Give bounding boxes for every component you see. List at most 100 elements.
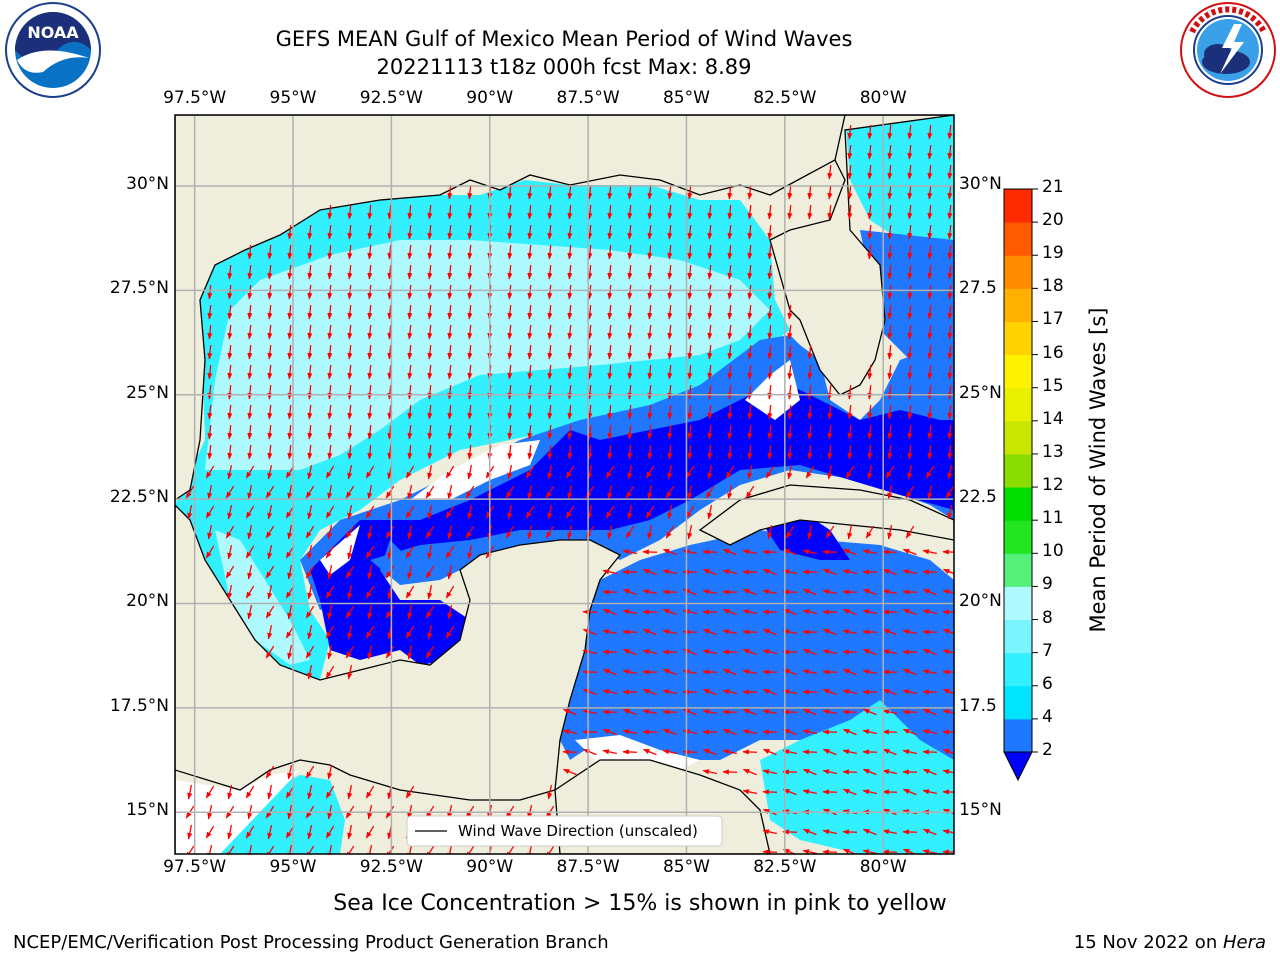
wave-direction-arrow xyxy=(207,525,213,540)
wave-direction-arrow xyxy=(862,669,877,675)
wave-direction-arrow xyxy=(887,184,893,200)
wave-direction-arrow xyxy=(267,505,273,520)
wave-direction-arrow xyxy=(507,244,513,260)
wave-direction-arrow xyxy=(405,465,415,479)
wave-direction-arrow xyxy=(427,404,433,420)
lon-tick-label: 95°W xyxy=(269,857,317,877)
wave-direction-arrow xyxy=(587,284,593,300)
wave-direction-arrow xyxy=(527,304,533,320)
wave-direction-arrow xyxy=(425,645,435,659)
wave-direction-arrow xyxy=(882,628,897,636)
wave-direction-arrow xyxy=(325,545,335,559)
colorbar-tick-label: 11 xyxy=(1042,508,1064,529)
wave-direction-arrow xyxy=(687,525,693,540)
wave-direction-arrow xyxy=(667,264,673,280)
wave-direction-arrow xyxy=(607,264,613,280)
wave-direction-arrow xyxy=(747,244,753,260)
wave-direction-arrow xyxy=(247,244,253,260)
wave-direction-arrow xyxy=(587,465,593,480)
wave-direction-arrow xyxy=(785,525,795,539)
wave-direction-arrow xyxy=(927,485,933,500)
wave-direction-arrow xyxy=(387,284,393,300)
wave-direction-arrow xyxy=(802,708,817,716)
wave-direction-arrow xyxy=(707,224,713,240)
wave-direction-arrow xyxy=(725,465,735,479)
wave-direction-arrow xyxy=(325,665,335,679)
wave-direction-arrow xyxy=(305,605,315,619)
wave-direction-arrow xyxy=(407,344,413,360)
wave-direction-arrow xyxy=(847,424,853,440)
wave-direction-arrow xyxy=(307,505,313,520)
wave-direction-arrow xyxy=(367,224,373,240)
wave-direction-arrow xyxy=(947,164,953,180)
wave-direction-arrow xyxy=(582,628,597,636)
wave-direction-arrow xyxy=(747,364,753,380)
wave-direction-arrow xyxy=(627,444,633,460)
wave-direction-arrow xyxy=(345,845,355,854)
wave-direction-arrow xyxy=(665,485,675,499)
wave-direction-arrow xyxy=(445,505,455,519)
wave-direction-arrow xyxy=(287,224,293,240)
wave-direction-arrow xyxy=(267,344,273,360)
wave-direction-arrow xyxy=(707,384,713,400)
wave-direction-arrow xyxy=(305,845,315,854)
wave-direction-arrow xyxy=(245,585,255,599)
wave-direction-arrow xyxy=(642,649,657,655)
wave-direction-arrow xyxy=(827,384,833,400)
wave-direction-arrow xyxy=(227,384,233,400)
wave-direction-arrow xyxy=(427,224,433,240)
wave-direction-arrow xyxy=(762,589,777,595)
wave-direction-arrow xyxy=(447,605,453,620)
wave-direction-arrow xyxy=(847,144,853,160)
wave-direction-arrow xyxy=(227,344,233,360)
wave-direction-arrow xyxy=(567,424,573,440)
wave-direction-arrow xyxy=(707,324,713,340)
wave-direction-arrow xyxy=(267,785,273,800)
wave-direction-arrow xyxy=(345,645,355,659)
wave-direction-arrow xyxy=(365,545,375,559)
wave-direction-arrow xyxy=(887,164,893,180)
wave-direction-arrow xyxy=(767,204,773,220)
wave-direction-arrow xyxy=(807,424,813,440)
wave-direction-arrow xyxy=(687,324,693,340)
wave-direction-arrow xyxy=(887,144,893,160)
wave-direction-arrow xyxy=(405,785,415,799)
wave-direction-arrow xyxy=(247,264,253,280)
wave-direction-arrow xyxy=(662,569,677,575)
wave-direction-arrow xyxy=(687,284,693,300)
wave-direction-arrow xyxy=(527,485,533,500)
wave-direction-arrow xyxy=(705,485,715,499)
wave-direction-arrow xyxy=(307,364,313,380)
wave-direction-arrow xyxy=(807,444,813,460)
wave-direction-arrow xyxy=(207,304,213,320)
wave-direction-arrow xyxy=(807,204,813,220)
wave-direction-arrow xyxy=(307,324,313,340)
wave-direction-arrow xyxy=(325,785,335,799)
wave-direction-arrow xyxy=(247,324,253,340)
wave-direction-arrow xyxy=(267,364,273,380)
wave-direction-arrow xyxy=(207,384,213,400)
wave-direction-arrow xyxy=(327,444,333,460)
wave-direction-arrow xyxy=(802,828,817,836)
wave-direction-arrow xyxy=(565,465,575,479)
wave-direction-arrow xyxy=(842,569,857,575)
wave-direction-arrow xyxy=(747,184,753,200)
wave-direction-arrow xyxy=(227,465,233,480)
wave-direction-arrow xyxy=(845,465,855,479)
wave-direction-arrow xyxy=(627,184,633,200)
wave-direction-arrow xyxy=(887,424,893,440)
wave-direction-arrow xyxy=(767,224,773,240)
wave-direction-arrow xyxy=(447,444,453,460)
wave-direction-arrow xyxy=(702,568,717,576)
wave-direction-arrow xyxy=(922,828,937,836)
wave-direction-arrow xyxy=(447,324,453,340)
wave-direction-arrow xyxy=(245,545,255,559)
wave-direction-arrow xyxy=(767,304,773,320)
wave-direction-arrow xyxy=(687,384,693,400)
wave-direction-arrow xyxy=(847,444,853,460)
wave-direction-arrow xyxy=(385,605,395,619)
wave-direction-arrow xyxy=(862,588,877,596)
wave-direction-arrow xyxy=(607,184,613,200)
wave-direction-arrow xyxy=(225,485,235,499)
wave-direction-arrow xyxy=(687,184,693,200)
